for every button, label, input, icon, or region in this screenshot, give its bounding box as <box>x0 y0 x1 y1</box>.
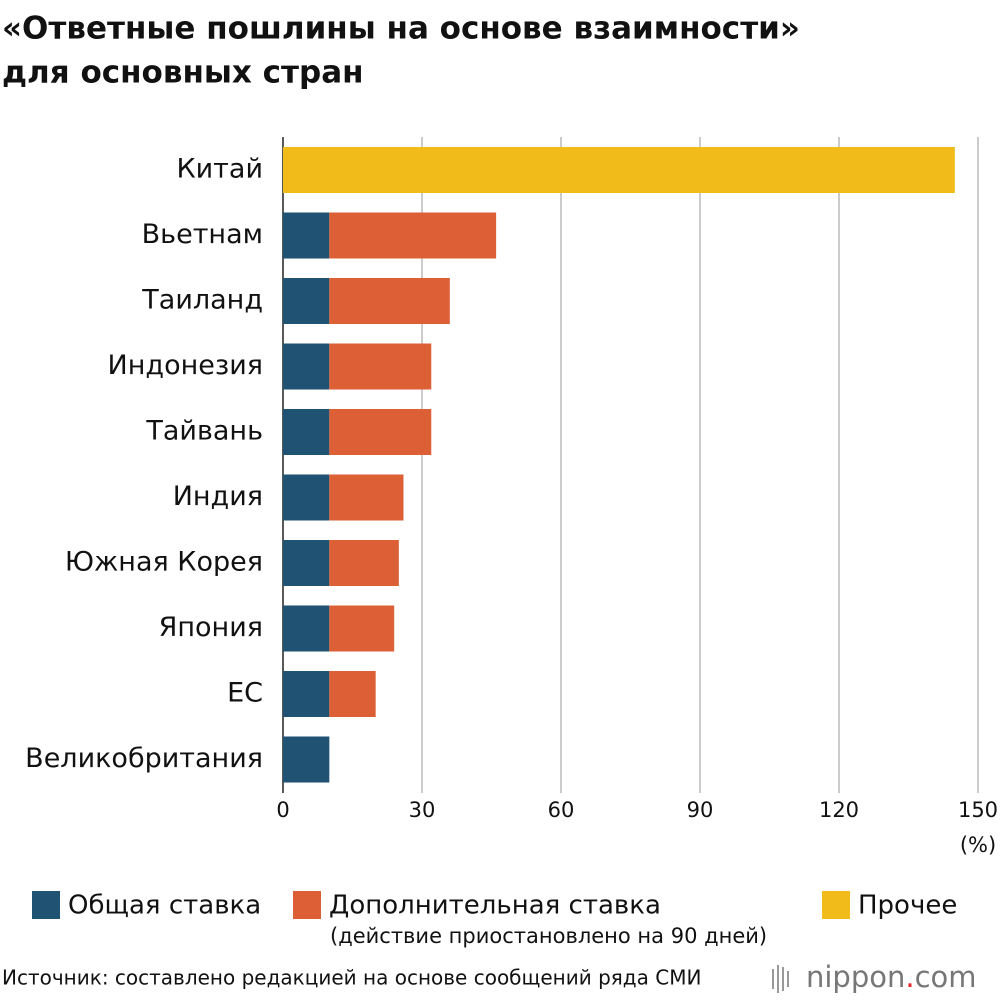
legend-swatch <box>32 891 60 919</box>
bar-segment <box>283 474 330 521</box>
y-tick-label: Вьетнам <box>142 219 263 250</box>
bars <box>283 147 955 783</box>
y-tick-label: Великобритания <box>25 743 263 774</box>
bar-segment <box>283 540 330 586</box>
bar-segment <box>329 540 399 586</box>
legend-swatch <box>293 891 321 919</box>
legend-note: (действие приостановлено на 90 дней) <box>330 924 767 948</box>
bar-segment <box>283 671 330 717</box>
x-tick-label: 150 <box>958 798 998 822</box>
bar-segment <box>283 278 330 324</box>
chart-title: «Ответные пошлины на основе взаимности» <box>2 11 800 47</box>
legend-swatch <box>822 891 850 919</box>
logo-dot: . <box>905 960 914 994</box>
x-unit: (%) <box>960 833 996 857</box>
y-tick-label: ЕС <box>227 678 263 709</box>
bar-segment <box>283 147 955 193</box>
bar-segment <box>329 671 376 717</box>
bar-segment <box>329 278 450 324</box>
legend-label: Прочее <box>858 891 957 921</box>
y-tick-label: Япония <box>159 612 263 643</box>
bar-segment <box>329 212 497 259</box>
bar-segment <box>329 343 432 390</box>
logo-name: nippon <box>806 960 905 994</box>
x-tick-label: 60 <box>548 798 575 822</box>
bar-segment <box>329 409 432 455</box>
y-tick-label: Южная Корея <box>65 547 263 578</box>
logo: nippon.com <box>806 960 977 994</box>
y-tick-label: Индонезия <box>108 350 263 381</box>
y-tick-label: Таиланд <box>141 285 263 316</box>
bar-segment <box>283 736 330 783</box>
bar-segment <box>283 343 330 390</box>
bar-segment <box>329 474 404 521</box>
legend-label: Дополнительная ставка <box>329 891 661 921</box>
logo-domain: com <box>915 960 977 994</box>
x-tick-label: 0 <box>276 798 289 822</box>
legend-label: Общая ставка <box>68 891 261 921</box>
x-tick-label: 90 <box>687 798 714 822</box>
bar-segment <box>283 409 330 455</box>
source: Источник: составлено редакцией на основе… <box>2 966 701 990</box>
x-tick-label: 30 <box>409 798 436 822</box>
y-tick-label: Китай <box>176 154 263 185</box>
y-tick-label: Тайвань <box>145 416 263 447</box>
bar-segment <box>329 605 395 652</box>
bar-segment <box>283 212 330 259</box>
chart-title: для основных стран <box>2 55 364 91</box>
logo-icon <box>772 965 789 993</box>
x-tick-label: 120 <box>819 798 859 822</box>
y-tick-label: Индия <box>173 481 263 512</box>
bar-segment <box>283 605 330 652</box>
